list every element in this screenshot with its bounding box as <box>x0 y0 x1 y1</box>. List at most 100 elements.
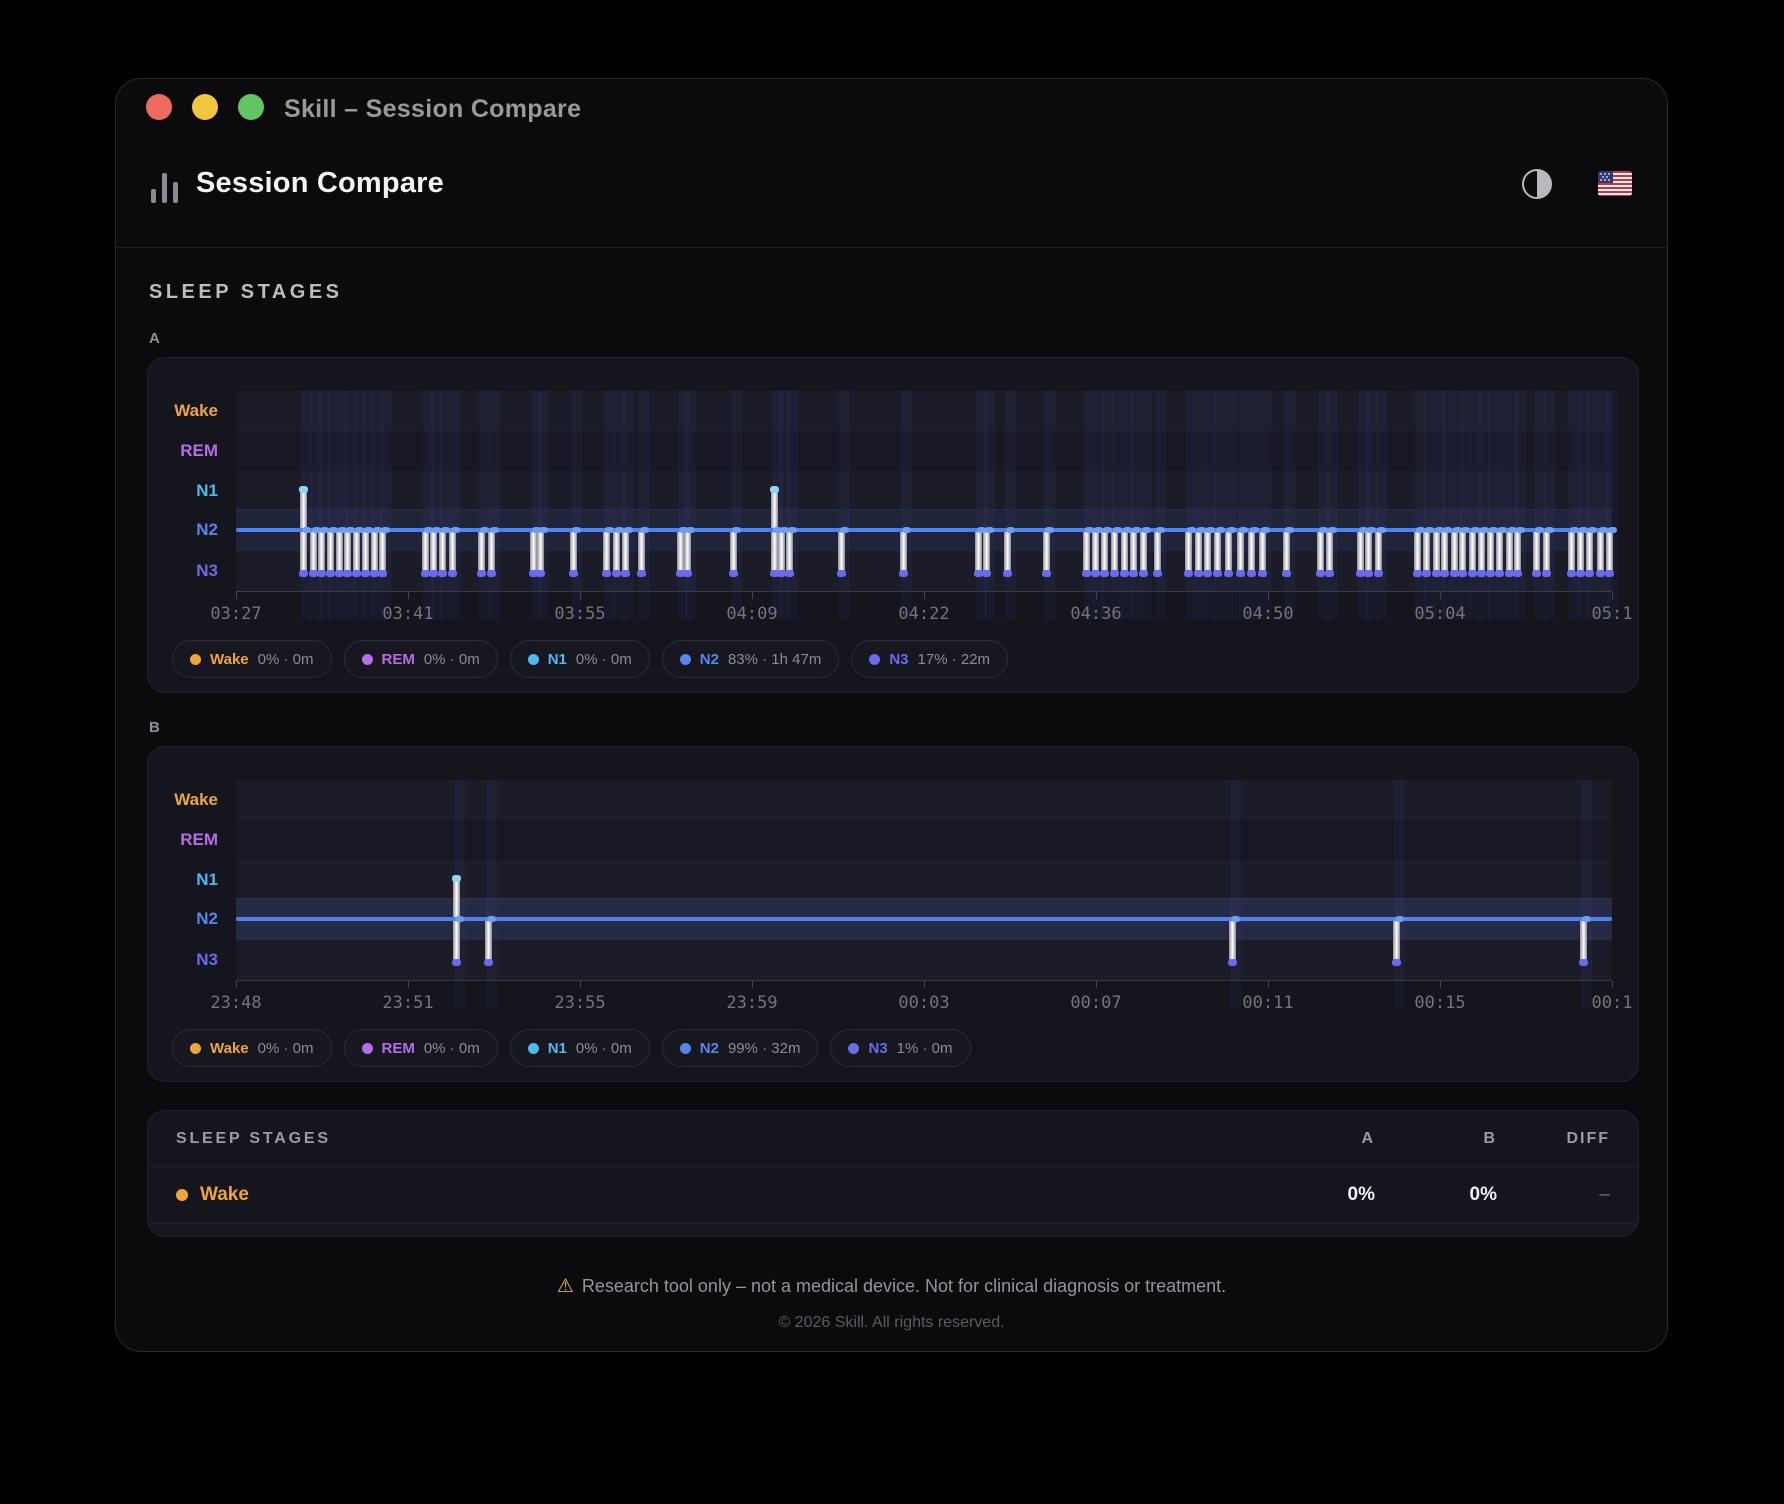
legend-dot <box>190 1043 201 1054</box>
n3-cap <box>1495 570 1504 577</box>
axis-tick <box>1440 981 1441 988</box>
stage-label-n1: N1 <box>148 481 218 501</box>
n3-cap <box>612 570 621 577</box>
n2-n3-bar <box>730 530 737 575</box>
n2-node <box>1285 527 1294 533</box>
axis-tick <box>1096 592 1097 599</box>
bar-shadow <box>1238 391 1249 619</box>
n2-n3-bar <box>1459 530 1466 575</box>
bar-shadow <box>538 391 549 619</box>
hypnogram-card-a: WakeREMN1N2N303:2703:4103:5504:0904:2204… <box>147 357 1639 693</box>
n2-n3-bar <box>1154 530 1161 575</box>
n2-n3-bar <box>1577 530 1584 575</box>
copyright: © 2026 Skill. All rights reserved. <box>116 1314 1667 1332</box>
n3-cap <box>452 959 461 966</box>
legend-chip-n1[interactable]: N10% · 0m <box>510 1029 650 1067</box>
legend-stage-value: 1% · 0m <box>897 1040 953 1057</box>
legend-dot <box>528 654 539 665</box>
n3-cap <box>487 570 496 577</box>
n2-n3-bar <box>1506 530 1513 575</box>
zoom-window-button[interactable] <box>238 94 264 120</box>
legend-stage-value: 0% · 0m <box>424 651 480 668</box>
legend-stage-value: 0% · 0m <box>576 651 632 668</box>
close-window-button[interactable] <box>146 94 172 120</box>
legend-chip-wake[interactable]: Wake0% · 0m <box>172 1029 332 1067</box>
n2-n3-bar <box>1441 530 1448 575</box>
n2-n3-bar <box>613 530 620 575</box>
axis-tick <box>236 981 237 988</box>
n2-node <box>1416 527 1425 533</box>
legend-chip-wake[interactable]: Wake0% · 0m <box>172 640 332 678</box>
n2-n3-bar <box>327 530 334 575</box>
n2-n3-bar <box>488 530 495 575</box>
n2-node <box>640 527 649 533</box>
axis-tick-label: 04:22 <box>898 604 949 624</box>
table-row-partial <box>148 1224 1638 1237</box>
section-title: SLEEP STAGES <box>149 281 1637 304</box>
n3-cap <box>899 570 908 577</box>
n2-node <box>441 527 450 533</box>
session-a-label: A <box>149 330 1637 347</box>
legend-chip-n3[interactable]: N317% · 22m <box>851 640 1008 678</box>
disclaimer: ⚠Research tool only – not a medical devi… <box>116 1275 1667 1298</box>
bar-shadow <box>380 391 391 619</box>
axis-tick <box>236 592 237 599</box>
n2-n3-bar <box>1185 530 1192 575</box>
stage-label-n3: N3 <box>148 561 218 581</box>
n2-node <box>1489 527 1498 533</box>
us-flag-icon[interactable] <box>1598 171 1632 196</box>
legend-stage-name: Wake <box>210 651 249 668</box>
axis-tick-label: 23:55 <box>554 993 605 1013</box>
n2-node <box>773 527 782 533</box>
value-diff: – <box>1497 1184 1610 1206</box>
legend-chip-n3[interactable]: N3 1% · 0m <box>830 1029 970 1067</box>
n2-node <box>686 527 695 533</box>
n2-n3-bar <box>1083 530 1090 575</box>
axis-tick <box>580 981 581 988</box>
legend-chip-rem[interactable]: REM0% · 0m <box>344 1029 498 1067</box>
bar-shadow <box>1581 780 1592 1008</box>
n2-n3-bar <box>1469 530 1476 575</box>
n2-n3-bar <box>1414 530 1421 575</box>
stage-label-rem: REM <box>148 830 218 850</box>
bar-shadow <box>639 391 650 619</box>
n2-n3-bar <box>1004 530 1011 575</box>
n2-node <box>1132 527 1141 533</box>
main-content: SLEEP STAGES A WakeREMN1N2N303:2703:4103… <box>147 247 1637 1237</box>
n2-n3-bar <box>1195 530 1202 575</box>
n2-n3-bar <box>439 530 446 575</box>
axis-tick-label: 00:03 <box>898 993 949 1013</box>
legend-chip-n2[interactable]: N283% · 1h 47m <box>662 640 840 678</box>
axis-tick-label: 04:09 <box>726 604 777 624</box>
n2-n3-bar <box>1237 530 1244 575</box>
minimize-window-button[interactable] <box>192 94 218 120</box>
axis-tick-label: 00:07 <box>1070 993 1121 1013</box>
column-a-header: A <box>1265 1130 1375 1148</box>
n2-node <box>605 527 614 533</box>
theme-toggle-icon[interactable] <box>1522 169 1552 199</box>
legend-chip-n2[interactable]: N299% · 32m <box>662 1029 819 1067</box>
axis-tick <box>1440 592 1441 599</box>
n3-cap <box>1003 570 1012 577</box>
legend-stage-name: N3 <box>868 1040 887 1057</box>
hypnogram-plot <box>236 780 1612 980</box>
n2-n3-bar <box>1365 530 1372 575</box>
n2-node <box>1261 527 1270 533</box>
n2-n3-bar <box>353 530 360 575</box>
value-b: 0% <box>1375 1184 1497 1206</box>
legend-chip-n1[interactable]: N1 0% · 0m <box>510 640 650 678</box>
legend-chip-rem[interactable]: REM0% · 0m <box>344 640 498 678</box>
table-title: SLEEP STAGES <box>176 1130 1265 1148</box>
n3-cap <box>1224 570 1233 577</box>
axis-tick-label: 03:27 <box>210 604 261 624</box>
legend-dot <box>680 654 691 665</box>
stage-label-n2: N2 <box>148 909 218 929</box>
n2-node <box>1197 527 1206 533</box>
page-title: Session Compare <box>196 167 444 200</box>
n3-cap <box>1567 570 1576 577</box>
n2-n3-bar <box>1204 530 1211 575</box>
n2-node <box>381 527 390 533</box>
bar-shadow <box>1226 391 1237 619</box>
legend-stage-name: N1 <box>548 651 567 668</box>
legend-stage-name: Wake <box>210 1040 249 1057</box>
